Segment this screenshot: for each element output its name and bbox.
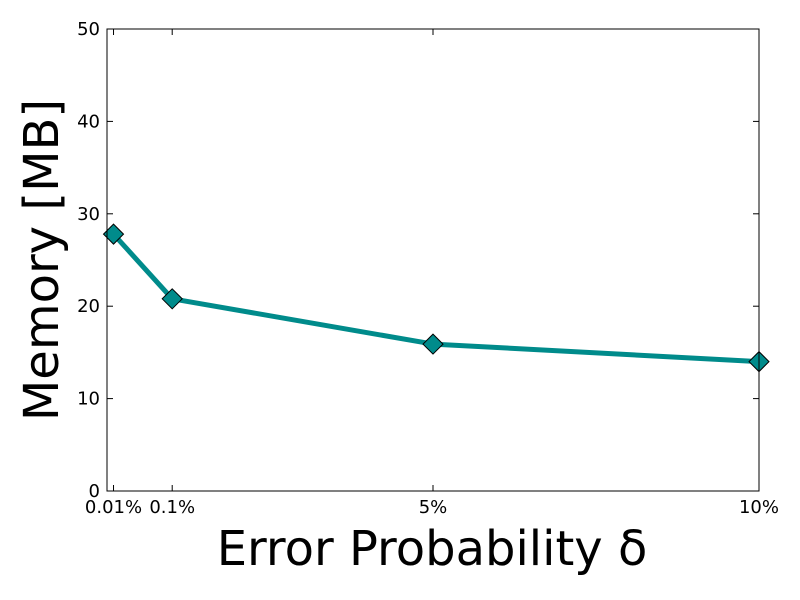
plot-frame [106,28,760,492]
y-tick-label: 20 [77,296,100,317]
x-axis-label: Error Probability δ [217,521,648,577]
y-tick-label: 10 [77,389,100,410]
x-tick-label: 10% [739,497,779,518]
y-tick-label: 40 [77,111,100,132]
marker [422,333,444,355]
x-tick-label: 0.1% [149,497,195,518]
x-tick-label: 5% [419,497,448,518]
marker [161,288,183,310]
y-tick-label: 30 [77,204,100,225]
y-tick-label: 50 [77,19,100,40]
y-tick-label: 0 [89,481,100,502]
y-axis-label: Memory [MB] [14,99,70,421]
series-line [111,232,760,365]
x-tick-label: 0.01% [85,497,142,518]
